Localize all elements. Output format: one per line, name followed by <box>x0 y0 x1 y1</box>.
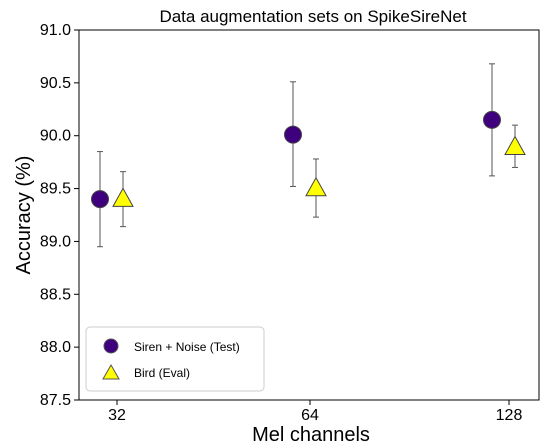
x-axis: 32 64 128 <box>108 400 522 424</box>
x-tick-label: 128 <box>496 407 523 424</box>
legend-marker-siren-noise <box>103 338 119 354</box>
plot-frame <box>78 29 540 401</box>
y-tick-label: 87.5 <box>40 392 71 409</box>
x-tick-label: 64 <box>301 407 319 424</box>
data-point-triangle <box>305 176 327 197</box>
y-tick-label: 88.5 <box>40 286 71 303</box>
y-tick-label: 91.0 <box>40 22 71 39</box>
x-axis-label: Mel channels <box>252 424 370 446</box>
data-point-circle <box>284 125 302 144</box>
y-tick-label: 90.0 <box>40 128 71 145</box>
data-point-triangle <box>504 135 526 156</box>
legend-box <box>85 326 265 392</box>
legend-label-siren-noise: Siren + Noise (Test) <box>134 340 240 354</box>
data-point-triangle <box>112 187 134 207</box>
data-point-circle <box>483 110 501 129</box>
x-tick-label: 32 <box>108 407 126 424</box>
legend-marker-bird <box>102 363 120 380</box>
data-marks <box>91 63 526 248</box>
chart-title: Data augmentation sets on SpikeSireNet <box>159 7 466 26</box>
y-axis: 87.5 88.0 88.5 89.0 89.5 90.0 90.5 91.0 <box>40 22 79 409</box>
y-axis-label: Accuracy (%) <box>13 156 35 275</box>
y-tick-label: 90.5 <box>40 75 71 92</box>
legend-label-bird: Bird (Eval) <box>134 366 190 380</box>
data-point-circle <box>91 190 109 209</box>
y-tick-label: 88.0 <box>40 339 71 356</box>
y-tick-label: 89.5 <box>40 181 71 198</box>
y-tick-label: 89.0 <box>40 233 71 250</box>
legend: Siren + Noise (Test) Bird (Eval) <box>85 326 265 392</box>
